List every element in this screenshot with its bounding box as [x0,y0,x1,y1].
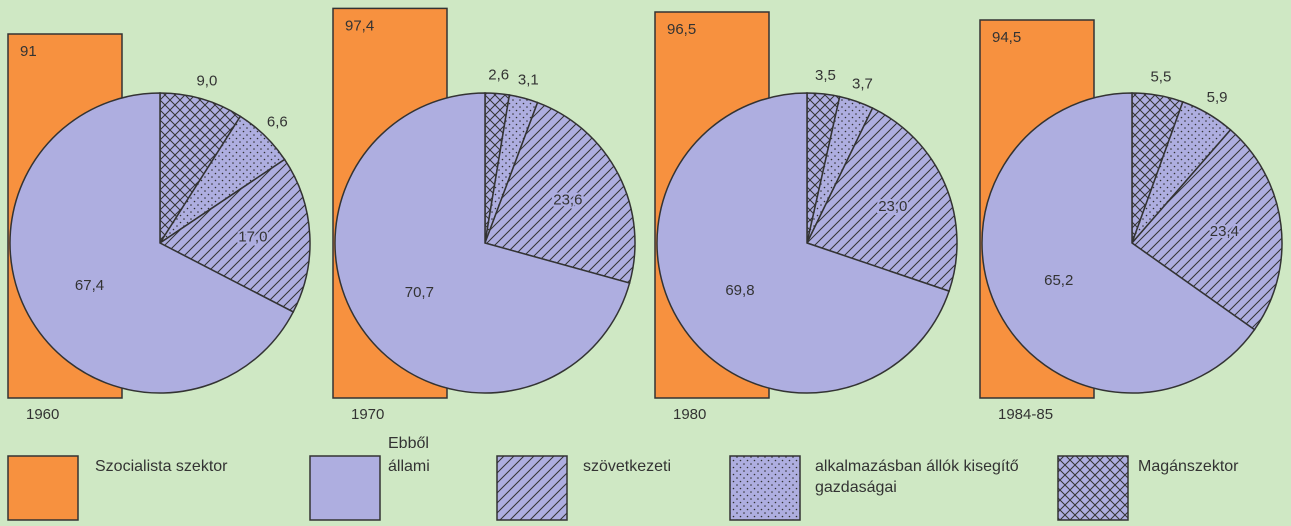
legend-label: állami [388,456,558,477]
bar-value-label: 96,5 [667,21,696,38]
pie-value-label: 65,2 [1044,272,1073,289]
pie-value-label: 2,6 [488,67,509,84]
pie-value-label: 70,7 [405,284,434,301]
legend-label: Magánszektor [1138,456,1291,477]
pie-value-label: 3,7 [852,75,873,92]
category-label: 1970 [351,406,384,423]
pie-value-label: 69,8 [725,282,754,299]
pie-value-label: 5,9 [1207,89,1228,106]
category-label: 1984-85 [998,406,1053,423]
legend-swatch [8,456,78,520]
pie-value-label: 3,1 [518,72,539,89]
pie-value-label: 23,6 [553,192,582,209]
page: 91 1960 9,0 6,6 17,0 67,4 97,4 1970 2,6 3,1 23,6 70… [0,0,1291,526]
pie-value-label: 23,0 [878,198,907,215]
pie-value-label: 9,0 [196,73,217,90]
pie-value-label: 23,4 [1210,223,1239,240]
legend-label: alkalmazásban állók kisegítő gazdaságai [815,456,1035,498]
pie-value-label: 67,4 [75,277,104,294]
bar-value-label: 97,4 [345,17,374,34]
pie-value-label: 6,6 [267,114,288,131]
bar-value-label: 91 [20,43,37,60]
legend-title: Ebből [388,433,429,454]
pie-value-label: 3,5 [815,67,836,84]
legend-swatch [1058,456,1128,520]
pie-value-label: 17,0 [238,229,267,246]
pie-value-label: 5,5 [1150,68,1171,85]
legend-swatch [310,456,380,520]
chart: 91 1960 9,0 6,6 17,0 67,4 97,4 1970 2,6 3,1 23,6 70… [0,0,1291,526]
bar-value-label: 94,5 [992,29,1021,46]
legend-label: szövetkezeti [583,456,753,477]
category-label: 1960 [26,406,59,423]
legend-label: Szocialista szektor [95,456,265,477]
category-label: 1980 [673,406,706,423]
